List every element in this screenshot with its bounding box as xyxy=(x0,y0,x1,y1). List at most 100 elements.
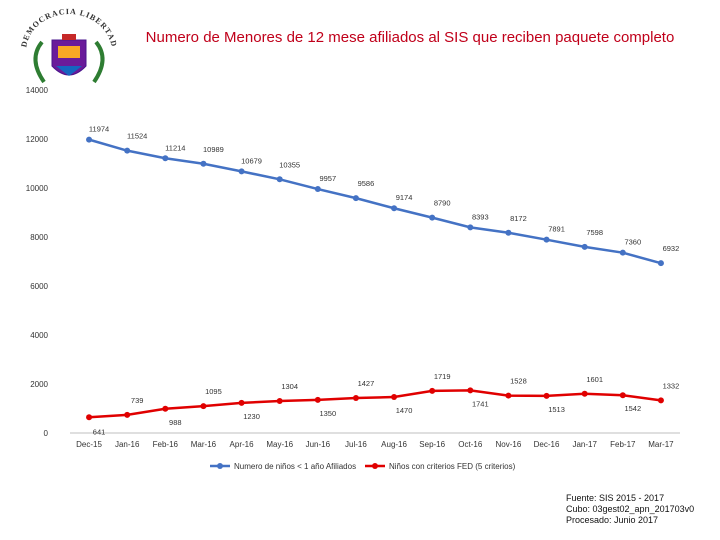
data-label: 9174 xyxy=(396,193,413,202)
data-point xyxy=(314,396,321,403)
x-tick-label: Apr-16 xyxy=(230,440,255,449)
data-point xyxy=(619,392,626,399)
data-label: 1601 xyxy=(586,375,603,384)
x-tick-label: Nov-16 xyxy=(496,440,522,449)
x-tick-label: Oct-16 xyxy=(458,440,483,449)
series-line xyxy=(88,389,662,419)
x-tick-label: Jun-16 xyxy=(306,440,331,449)
data-label: 11214 xyxy=(165,143,185,152)
data-label: 1528 xyxy=(510,377,527,386)
y-tick-label: 6000 xyxy=(30,282,48,291)
data-point xyxy=(429,387,436,394)
data-label: 7598 xyxy=(586,228,603,237)
x-tick-label: Dec-16 xyxy=(534,440,560,449)
data-label: 1427 xyxy=(358,379,375,388)
data-label: 10989 xyxy=(203,145,224,154)
data-label: 1741 xyxy=(472,399,489,408)
source-note: Fuente: SIS 2015 - 2017 Cubo: 03gest02_a… xyxy=(566,493,694,526)
legend-marker xyxy=(372,463,378,469)
data-point xyxy=(86,136,93,143)
legend-label: Niños con criterios FED (5 criterios) xyxy=(389,462,516,471)
x-tick-label: Aug-16 xyxy=(381,440,407,449)
data-label: 10679 xyxy=(241,156,262,165)
y-axis: 0 2000 4000 6000 8000 10000 12000 14000 xyxy=(26,86,49,438)
data-point xyxy=(162,405,169,412)
data-point xyxy=(429,214,436,221)
data-label: 641 xyxy=(93,427,106,436)
data-point xyxy=(314,186,321,193)
data-label: 1542 xyxy=(624,404,641,413)
data-point xyxy=(200,403,207,410)
data-label: 1304 xyxy=(281,382,298,391)
x-tick-label: Mar-16 xyxy=(191,440,217,449)
y-tick-label: 4000 xyxy=(30,331,48,340)
data-label: 8790 xyxy=(434,199,451,208)
x-tick-label: Feb-16 xyxy=(153,440,179,449)
legend: Numero de niños < 1 año Afiliados Niños c… xyxy=(210,462,516,471)
x-tick-label: Feb-17 xyxy=(610,440,636,449)
y-tick-label: 0 xyxy=(44,429,49,438)
data-label: 7360 xyxy=(624,238,641,247)
data-point xyxy=(391,205,398,212)
data-label: 6932 xyxy=(663,244,680,253)
data-label: 7891 xyxy=(548,225,565,234)
data-label: 1230 xyxy=(243,412,260,421)
data-point xyxy=(505,229,512,236)
data-point xyxy=(581,243,588,250)
series-line xyxy=(88,138,662,265)
data-label: 739 xyxy=(131,396,144,405)
data-point xyxy=(86,414,93,421)
x-tick-label: Sep-16 xyxy=(419,440,445,449)
x-tick-label: Jul-16 xyxy=(345,440,367,449)
y-tick-label: 14000 xyxy=(26,86,49,95)
x-tick-label: May-16 xyxy=(266,440,293,449)
data-point xyxy=(391,393,398,400)
data-label: 11524 xyxy=(127,132,147,141)
regional-coat-of-arms-icon: DEMOCRACIA LIBERTAD xyxy=(19,7,118,84)
legend-label: Numero de niños < 1 año Afiliados xyxy=(234,462,356,471)
data-label: 9586 xyxy=(358,179,375,188)
data-label: 1095 xyxy=(205,387,222,396)
data-point xyxy=(276,176,283,183)
data-point xyxy=(162,155,169,162)
data-point xyxy=(124,147,131,154)
source-line: Cubo: 03gest02_apn_201703v0 xyxy=(566,504,695,514)
data-point xyxy=(657,397,664,404)
data-label: 988 xyxy=(169,418,182,427)
data-point xyxy=(467,387,474,394)
x-tick-label: Jan-16 xyxy=(115,440,140,449)
x-tick-label: Mar-17 xyxy=(648,440,674,449)
data-labels: 11974 11524 11214 10989 10679 10355 9957 9586 91… xyxy=(89,125,679,437)
chart-title: Numero de Menores de 12 mese afiliados a… xyxy=(145,29,675,46)
y-tick-label: 12000 xyxy=(26,135,49,144)
x-tick-label: Jan-17 xyxy=(572,440,597,449)
data-point xyxy=(352,395,359,402)
data-point xyxy=(467,224,474,231)
data-point xyxy=(238,168,245,175)
data-point xyxy=(543,392,550,399)
source-line: Fuente: SIS 2015 - 2017 xyxy=(566,493,665,503)
chart-series xyxy=(86,136,664,421)
x-tick-label: Dec-15 xyxy=(76,440,102,449)
data-label: 9957 xyxy=(319,174,336,183)
data-label: 1332 xyxy=(663,381,680,390)
data-point xyxy=(200,160,207,167)
y-tick-label: 10000 xyxy=(26,184,49,193)
data-point xyxy=(276,398,283,405)
data-point xyxy=(124,411,131,418)
y-tick-label: 8000 xyxy=(30,233,48,242)
source-line: Procesado: Junio 2017 xyxy=(566,515,659,525)
data-point xyxy=(238,399,245,406)
data-label: 10355 xyxy=(279,160,300,169)
data-label: 1513 xyxy=(548,405,565,414)
legend-marker xyxy=(217,463,223,469)
y-tick-label: 2000 xyxy=(30,380,48,389)
data-point xyxy=(543,236,550,243)
data-label: 1470 xyxy=(396,406,413,415)
data-point xyxy=(657,260,664,267)
data-point xyxy=(505,392,512,399)
data-point xyxy=(352,195,359,202)
data-label: 11974 xyxy=(89,125,109,134)
data-label: 8172 xyxy=(510,214,527,223)
data-point xyxy=(581,390,588,397)
